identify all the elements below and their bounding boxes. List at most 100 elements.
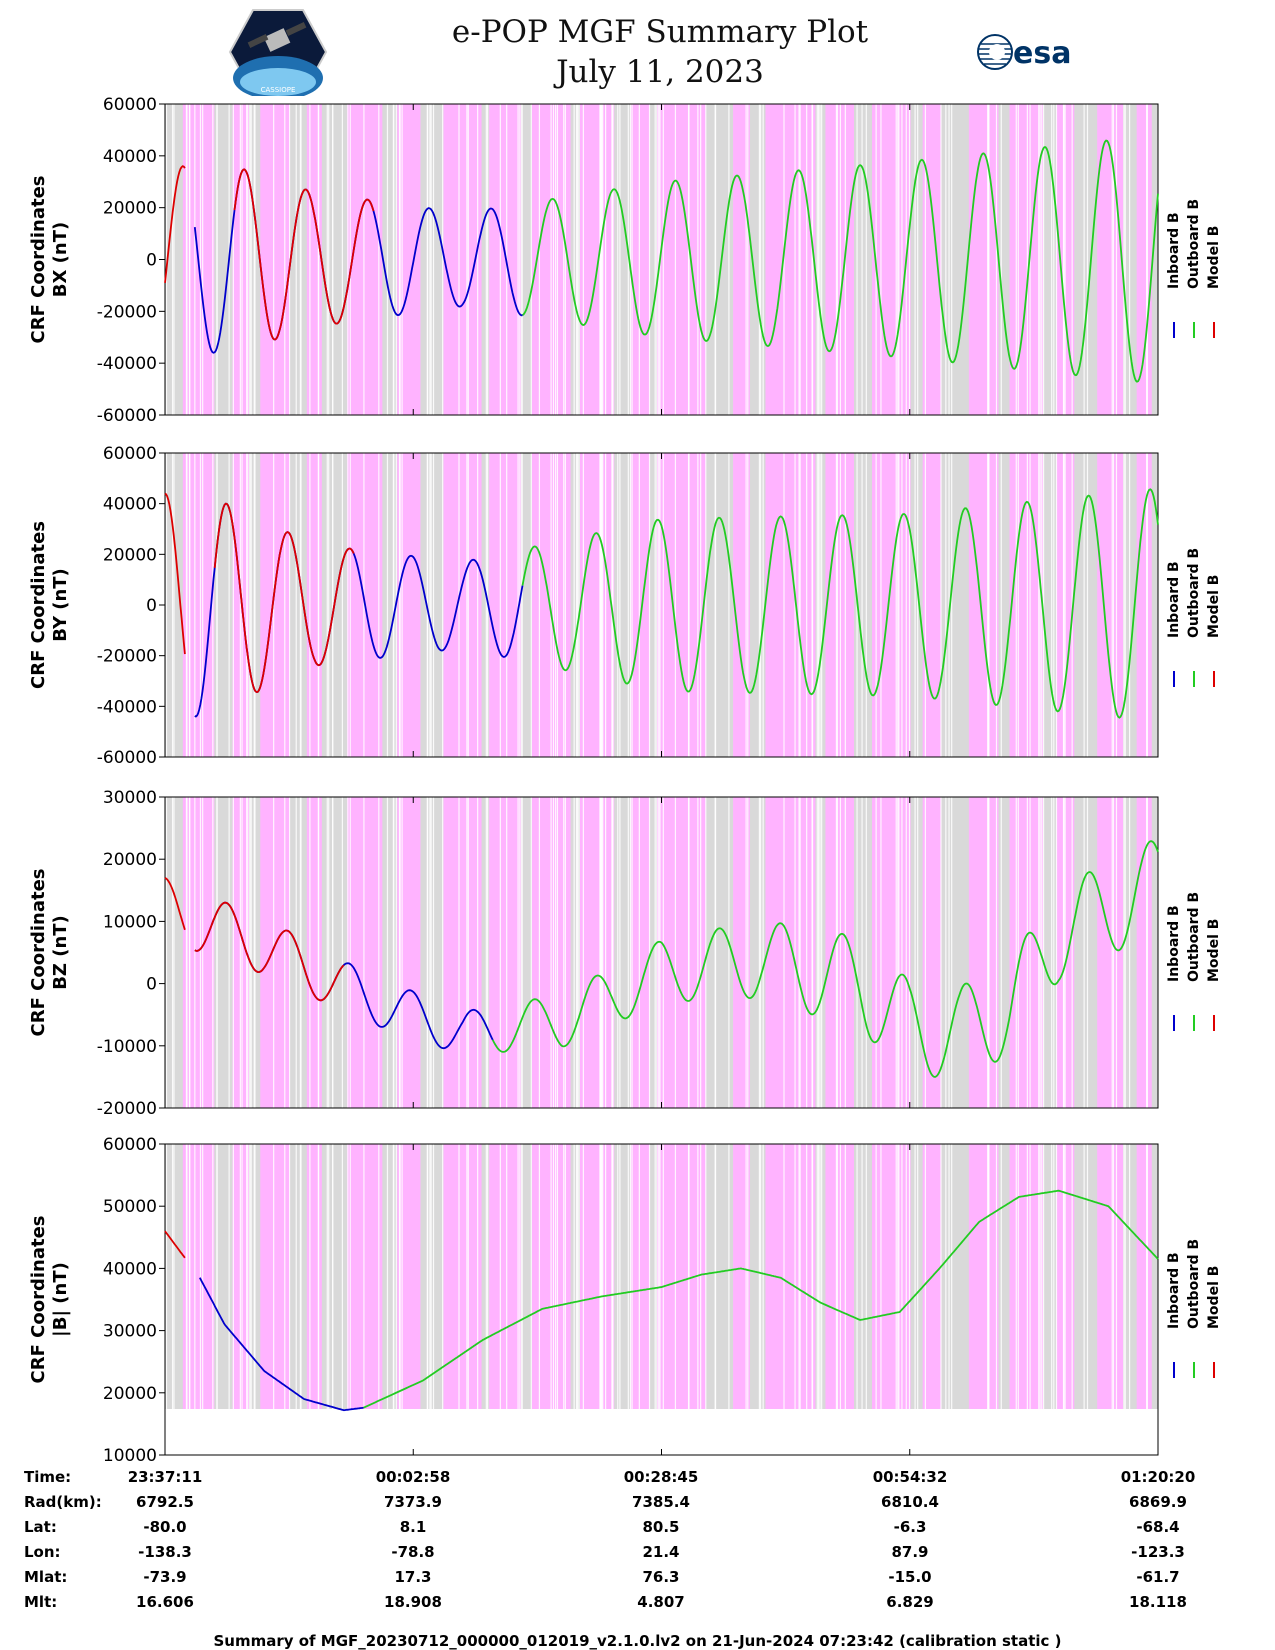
info-cell: 6869.9: [1129, 1493, 1187, 1511]
white-stripe: [239, 1144, 241, 1409]
white-stripe: [821, 797, 823, 1108]
white-stripe: [341, 104, 343, 415]
white-stripe: [232, 1144, 234, 1409]
white-stripe: [300, 453, 302, 757]
white-stripe: [564, 797, 566, 1108]
white-stripe: [399, 104, 401, 415]
white-stripe: [905, 1144, 907, 1409]
white-stripe: [249, 453, 251, 757]
white-stripe: [295, 453, 297, 757]
pink-band: [1136, 104, 1152, 415]
white-stripe: [442, 453, 444, 757]
white-stripe: [1063, 797, 1065, 1108]
pink-band: [825, 453, 855, 757]
white-stripe: [458, 1144, 460, 1409]
info-cell: -80.0: [143, 1518, 187, 1536]
white-stripe: [819, 1144, 821, 1409]
white-stripe: [487, 797, 489, 1108]
white-stripe: [631, 104, 633, 415]
pink-band: [656, 1144, 706, 1409]
white-stripe: [794, 104, 796, 415]
pink-band: [306, 1144, 322, 1409]
white-stripe: [1146, 453, 1148, 757]
pink-band: [306, 797, 322, 1108]
white-stripe: [895, 1144, 897, 1409]
y-axis-label: BZ (nT): [50, 915, 71, 990]
white-stripe: [1055, 1144, 1058, 1409]
white-stripe: [556, 453, 559, 757]
white-stripe: [605, 104, 607, 415]
white-stripe: [638, 453, 640, 757]
white-stripe: [171, 453, 174, 757]
white-stripe: [349, 1144, 351, 1409]
info-cell: 6810.4: [881, 1493, 939, 1511]
white-stripe: [499, 797, 501, 1108]
white-stripe: [189, 1144, 191, 1409]
white-stripe: [631, 797, 633, 1108]
white-stripe: [839, 1144, 842, 1409]
white-stripe: [905, 797, 907, 1108]
white-stripe: [697, 453, 699, 757]
white-stripe: [576, 1144, 579, 1409]
white-stripe: [940, 453, 942, 757]
footer-summary: Summary of MGF_20230712_000000_012019_v2…: [213, 1632, 1062, 1650]
white-stripe: [875, 1144, 877, 1409]
white-stripe: [865, 797, 867, 1108]
white-stripe: [747, 453, 749, 757]
series-line-model-b: [164, 877, 186, 931]
white-stripe: [349, 104, 351, 415]
white-stripe: [432, 104, 435, 415]
panel-4: 60000 50000 40000 30000 20000 10000 CRF Coordi…: [28, 1135, 1222, 1466]
white-stripe: [817, 1144, 820, 1409]
white-stripe: [817, 453, 820, 757]
white-stripe: [1039, 453, 1041, 757]
white-stripe: [395, 104, 397, 415]
white-stripe: [309, 797, 311, 1108]
white-stripe: [914, 104, 916, 415]
info-cell: -78.8: [391, 1543, 435, 1561]
pink-band: [968, 1144, 999, 1409]
pink-band: [968, 797, 999, 1108]
white-stripe: [705, 453, 707, 757]
white-stripe: [521, 453, 523, 757]
white-stripe: [309, 1144, 311, 1409]
white-stripe: [467, 453, 469, 757]
white-stripe: [442, 104, 444, 415]
white-stripe: [517, 797, 519, 1108]
white-stripe: [659, 453, 661, 757]
info-cell: 18.908: [384, 1593, 442, 1611]
white-stripe: [605, 797, 607, 1108]
white-stripe: [654, 797, 656, 1108]
white-stripe: [835, 104, 838, 415]
white-stripe: [1128, 453, 1131, 757]
white-stripe: [564, 453, 566, 757]
white-stripe: [908, 104, 911, 415]
white-stripe: [759, 1144, 762, 1409]
white-stripe: [309, 453, 311, 757]
white-stripe: [555, 453, 557, 757]
y-tick-label: 20000: [103, 1384, 157, 1404]
white-stripe: [700, 797, 702, 1108]
white-stripe: [273, 797, 275, 1108]
white-stripe: [247, 453, 249, 757]
white-stripe: [485, 104, 487, 415]
white-stripe: [697, 104, 699, 415]
white-stripe: [395, 797, 397, 1108]
white-stripe: [897, 797, 899, 1108]
pink-band: [922, 104, 942, 415]
white-stripe: [995, 797, 998, 1108]
pink-band: [489, 104, 521, 415]
white-stripe: [186, 797, 188, 1108]
white-stripe: [1123, 797, 1125, 1108]
white-stripe: [485, 1144, 487, 1409]
white-stripe: [317, 797, 319, 1108]
white-stripe: [758, 104, 761, 415]
pink-band: [182, 453, 215, 757]
white-stripe: [1115, 797, 1118, 1108]
white-stripe: [582, 797, 584, 1108]
y-tick-label: 60000: [103, 95, 157, 115]
white-stripe: [940, 1144, 942, 1409]
white-stripe: [1026, 453, 1028, 757]
white-stripe: [816, 453, 818, 757]
y-tick-label: 10000: [103, 1446, 157, 1466]
